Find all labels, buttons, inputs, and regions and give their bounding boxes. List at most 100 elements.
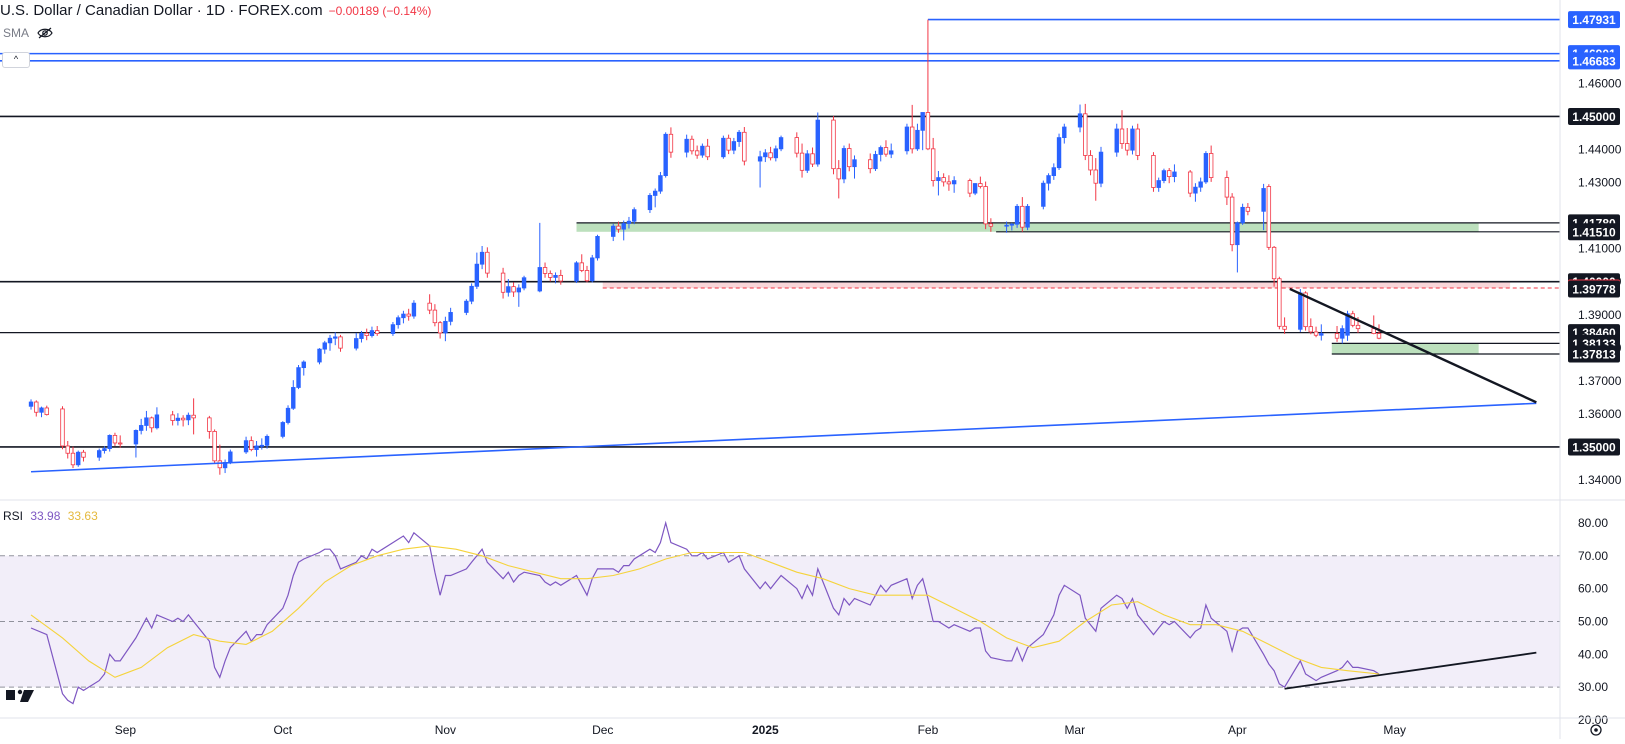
candle[interactable] <box>60 406 65 450</box>
sma-label[interactable]: SMA <box>3 26 30 40</box>
candle[interactable] <box>474 252 480 289</box>
candle[interactable] <box>448 307 453 326</box>
candle[interactable] <box>1340 325 1345 344</box>
candle[interactable] <box>930 137 936 187</box>
candle[interactable] <box>925 19 931 151</box>
candle[interactable] <box>212 429 217 464</box>
candle[interactable] <box>1172 164 1177 183</box>
candle[interactable] <box>133 429 139 458</box>
candle[interactable] <box>81 449 86 462</box>
candle[interactable] <box>1083 103 1088 161</box>
candle[interactable] <box>301 360 306 376</box>
candle[interactable] <box>107 434 112 452</box>
price-axis[interactable]: 1.340001.360001.370001.380001.390001.400… <box>1568 11 1622 727</box>
candle[interactable] <box>511 282 516 297</box>
candle[interactable] <box>175 413 181 426</box>
time-axis[interactable]: Sep Oct Nov Dec 2025 Feb Mar Apr May <box>115 723 1406 737</box>
candle[interactable] <box>909 104 915 154</box>
eye-off-icon[interactable] <box>37 27 53 39</box>
candle[interactable] <box>34 400 39 417</box>
settings-gear-icon[interactable] <box>1590 724 1602 736</box>
candle[interactable] <box>778 135 784 152</box>
candle[interactable] <box>406 308 411 321</box>
candle[interactable] <box>757 150 763 188</box>
candle[interactable] <box>1041 180 1046 210</box>
blue-trendline[interactable] <box>30 402 1537 473</box>
candle[interactable] <box>1156 177 1161 192</box>
candle[interactable] <box>149 416 154 433</box>
candle[interactable] <box>794 132 799 158</box>
candle[interactable] <box>443 316 448 342</box>
candle[interactable] <box>217 444 223 475</box>
candle[interactable] <box>28 399 34 410</box>
level-label-bg[interactable] <box>1568 223 1620 241</box>
candle[interactable] <box>506 279 511 297</box>
candle[interactable] <box>207 415 212 439</box>
support-zone-2[interactable] <box>1331 343 1479 354</box>
candle[interactable] <box>1303 291 1308 331</box>
level-label-bg[interactable] <box>1568 11 1620 29</box>
candle[interactable] <box>464 299 469 316</box>
candle[interactable] <box>180 415 186 427</box>
candle[interactable] <box>254 441 259 457</box>
candle[interactable] <box>354 332 359 351</box>
candle[interactable] <box>1277 276 1282 330</box>
level-label-bg[interactable] <box>1568 280 1620 298</box>
candle[interactable] <box>590 254 595 283</box>
candle[interactable] <box>1077 104 1083 133</box>
candle[interactable] <box>1046 173 1051 191</box>
candle[interactable] <box>852 155 857 179</box>
rsi-trendline[interactable] <box>1284 651 1537 690</box>
candle[interactable] <box>1014 204 1020 228</box>
candle[interactable] <box>951 176 957 193</box>
candle[interactable] <box>831 116 836 175</box>
candle[interactable] <box>138 418 144 435</box>
candle[interactable] <box>1261 183 1266 231</box>
candle[interactable] <box>117 435 123 448</box>
candle[interactable] <box>626 216 632 229</box>
candle[interactable] <box>1088 150 1093 176</box>
candle[interactable] <box>317 348 322 365</box>
candle[interactable] <box>616 221 621 233</box>
candle[interactable] <box>647 193 653 213</box>
candle[interactable] <box>65 441 70 459</box>
candle[interactable] <box>521 275 527 291</box>
candle[interactable] <box>1125 128 1130 156</box>
candle[interactable] <box>479 246 485 270</box>
candle[interactable] <box>726 134 731 155</box>
candle[interactable] <box>663 132 668 178</box>
candle[interactable] <box>946 175 952 191</box>
candle[interactable] <box>773 145 779 162</box>
candle[interactable] <box>904 123 910 155</box>
candle[interactable] <box>411 300 417 319</box>
candle[interactable] <box>1313 326 1319 338</box>
candle[interactable] <box>1161 168 1167 184</box>
candle[interactable] <box>705 138 710 161</box>
indicator-legend[interactable]: SMA <box>3 26 53 40</box>
candle[interactable] <box>500 267 506 299</box>
candle[interactable] <box>553 272 558 284</box>
candle[interactable] <box>1198 177 1203 192</box>
candle[interactable] <box>621 220 626 241</box>
candle[interactable] <box>868 153 873 174</box>
candle[interactable] <box>1235 221 1240 273</box>
candle[interactable] <box>369 326 375 338</box>
candle[interactable] <box>799 143 805 178</box>
candle[interactable] <box>1376 324 1382 340</box>
candle[interactable] <box>1004 221 1009 233</box>
candle[interactable] <box>873 150 878 171</box>
candle[interactable] <box>285 405 291 425</box>
candle[interactable] <box>1051 163 1057 180</box>
candle[interactable] <box>810 147 815 168</box>
candle[interactable] <box>815 112 820 167</box>
candle[interactable] <box>731 137 737 155</box>
candle[interactable] <box>1334 325 1340 342</box>
candle[interactable] <box>736 130 742 147</box>
candle[interactable] <box>915 123 920 151</box>
candle[interactable] <box>1009 222 1015 231</box>
candle[interactable] <box>700 143 705 158</box>
candle[interactable] <box>1056 133 1062 170</box>
candle[interactable] <box>76 450 81 467</box>
rsi-ma-line[interactable] <box>30 545 1380 678</box>
